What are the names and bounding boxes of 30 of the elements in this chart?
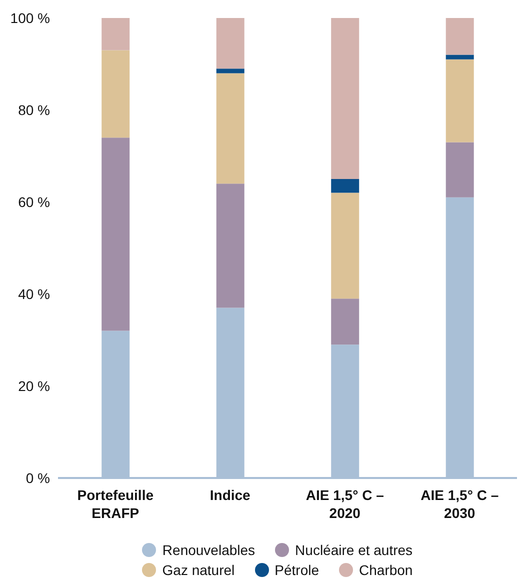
bar	[331, 18, 360, 179]
y-tick-label: 60 %	[18, 194, 50, 210]
bar	[331, 179, 360, 193]
bar	[446, 142, 474, 198]
y-tick-label: 0 %	[26, 470, 50, 486]
y-tick-label: 100 %	[10, 10, 50, 26]
bar	[331, 298, 360, 345]
bar	[216, 184, 244, 308]
y-tick-label: 80 %	[18, 102, 50, 118]
bar	[446, 18, 474, 55]
legend-label: Gaz naturel	[161, 562, 235, 578]
y-tick-label: 20 %	[18, 378, 50, 394]
legend-label: Renouvelables	[161, 542, 256, 558]
x-tick-label: Indice	[210, 487, 251, 503]
bar	[102, 50, 130, 138]
bar	[216, 73, 244, 184]
bar	[446, 54, 474, 60]
bar	[216, 18, 244, 69]
bar	[331, 192, 360, 299]
x-tick-label: Portefeuille ERAFP	[77, 487, 154, 521]
x-tick-label: AIE 1,5° C – 2020	[306, 487, 384, 521]
legend-label: Charbon	[358, 562, 413, 578]
legend-label: Pétrole	[274, 562, 320, 578]
x-tick-label: AIE 1,5° C – 2030	[420, 487, 499, 521]
bar	[446, 59, 474, 142]
bar	[216, 68, 244, 74]
legend-label: Nucléaire et autres	[294, 542, 413, 558]
bar	[102, 18, 130, 50]
y-tick-label: 40 %	[18, 286, 50, 302]
bar	[102, 138, 130, 331]
